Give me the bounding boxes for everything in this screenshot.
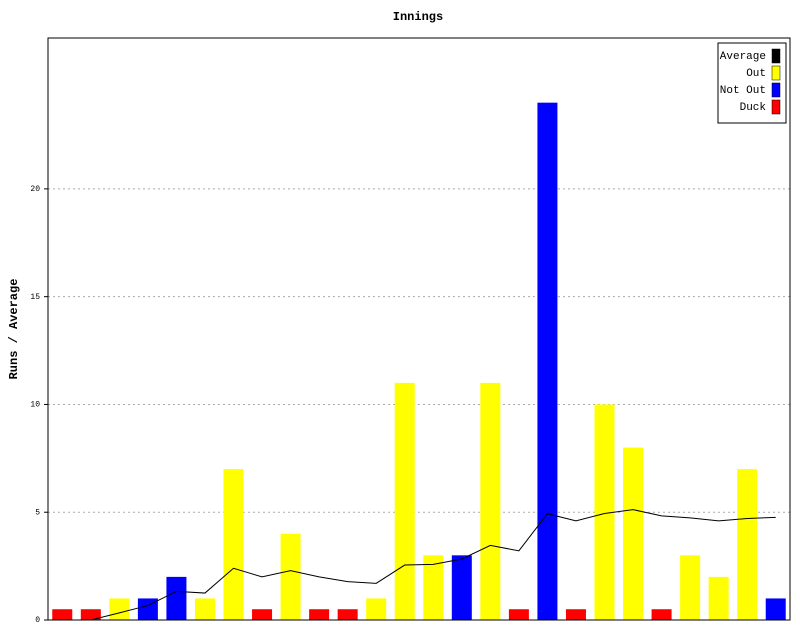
bar [52, 609, 73, 620]
bar [480, 382, 501, 620]
legend-label: Out [746, 68, 766, 80]
y-tick-label: 0 [35, 616, 40, 625]
bar [565, 609, 586, 620]
legend-label: Average [720, 51, 766, 63]
legend-swatch [771, 48, 781, 64]
plot-area: 0 5 10 15 20 [30, 102, 790, 625]
y-tick-label: 20 [30, 185, 40, 194]
bar [366, 598, 387, 620]
bar [680, 555, 701, 620]
legend: Average Out Not Out Duck [717, 42, 787, 124]
bar [423, 555, 444, 620]
bar [765, 598, 786, 620]
legend-swatch [771, 65, 781, 81]
y-axis-label: Runs / Average [7, 279, 21, 380]
y-tick-label: 10 [30, 401, 40, 410]
bar [309, 609, 330, 620]
bar [223, 469, 244, 620]
average-line [62, 509, 776, 621]
bar [337, 609, 358, 620]
legend-swatch [771, 99, 781, 115]
bar [109, 598, 130, 620]
bar [651, 609, 672, 620]
bar [137, 598, 158, 620]
bar [166, 576, 187, 620]
plot-frame [47, 37, 791, 621]
bar [280, 533, 301, 620]
y-tick-label: 15 [30, 293, 40, 302]
legend-label: Not Out [720, 85, 766, 97]
bar [594, 404, 615, 620]
bar [623, 447, 644, 620]
bar [708, 576, 729, 620]
bar [194, 598, 215, 620]
bar [537, 102, 558, 620]
bar [508, 609, 529, 620]
bar [80, 609, 101, 620]
bar [394, 382, 415, 620]
bar [737, 469, 758, 620]
bar [252, 609, 273, 620]
legend-label: Duck [740, 102, 767, 114]
bar [451, 555, 472, 620]
chart-title: Innings [393, 10, 443, 24]
y-tick-label: 5 [35, 508, 40, 517]
legend-swatch [771, 82, 781, 98]
